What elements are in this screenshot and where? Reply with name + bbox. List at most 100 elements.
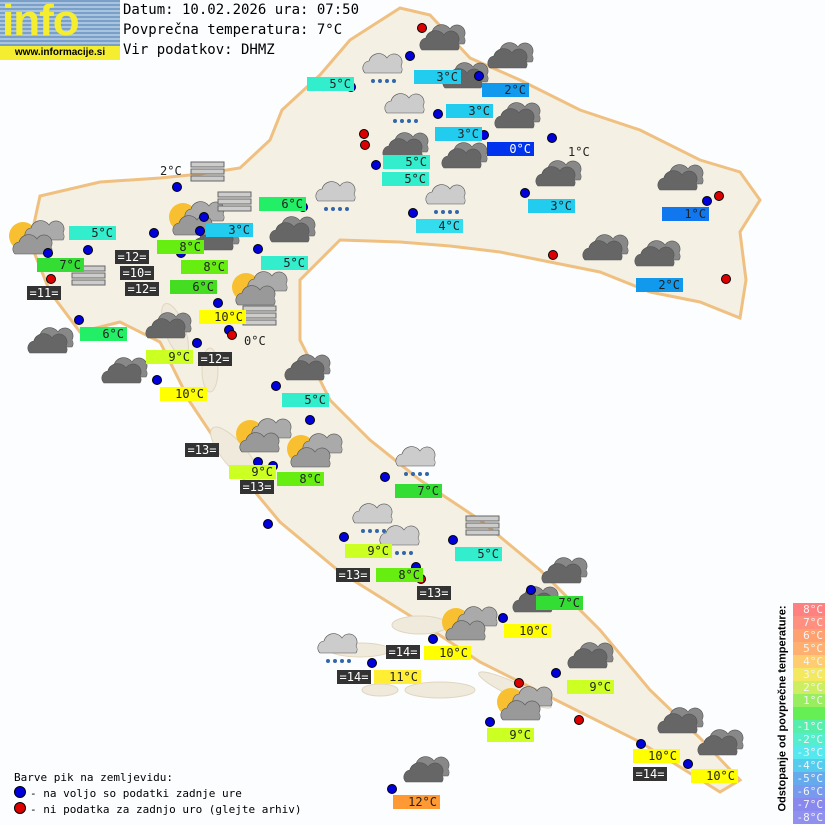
- legend-missing-text: - ni podatka za zadnjo uro (glejte arhiv…: [30, 803, 302, 816]
- scale-step: 4°C: [793, 655, 825, 668]
- temperature-label: 10°C: [160, 387, 207, 401]
- temperature-label: 9°C: [487, 728, 534, 742]
- temperature-label: 7°C: [37, 258, 84, 272]
- scale-step: 8°C: [793, 603, 825, 616]
- station-dot-available[interactable]: [702, 196, 712, 206]
- sea-temperature-label: =12=: [198, 352, 232, 366]
- temperature-label: 6°C: [80, 327, 127, 341]
- station-dot-available[interactable]: [428, 634, 438, 644]
- station-dot-available[interactable]: [263, 519, 273, 529]
- station-dot-available[interactable]: [149, 228, 159, 238]
- data-source: Vir podatkov: DHMZ: [123, 42, 275, 58]
- site-logo[interactable]: info www.informacije.si: [0, 0, 120, 60]
- temperature-label: 12°C: [393, 795, 440, 809]
- station-dot-available[interactable]: [408, 208, 418, 218]
- station-dot-missing[interactable]: [721, 274, 731, 284]
- scale-step: 2°C: [793, 681, 825, 694]
- temperature-label: 11°C: [374, 670, 421, 684]
- red-dot-icon: [14, 802, 26, 814]
- temperature-label: 3°C: [446, 104, 493, 118]
- station-dot-available[interactable]: [74, 315, 84, 325]
- overcast-icon: [535, 160, 582, 187]
- station-dot-available[interactable]: [405, 51, 415, 61]
- station-dot-missing[interactable]: [360, 140, 370, 150]
- station-dot-available[interactable]: [271, 381, 281, 391]
- overcast-icon: [269, 216, 316, 243]
- fog-icon: [242, 305, 277, 326]
- station-dot-missing[interactable]: [417, 23, 427, 33]
- scale-title: Odstopanje od povprečne temperature:: [776, 605, 789, 812]
- station-dot-available[interactable]: [474, 71, 484, 81]
- temperature-label: 10°C: [691, 769, 738, 783]
- station-dot-available[interactable]: [547, 133, 557, 143]
- overcast-icon: [634, 240, 681, 267]
- station-dot-available[interactable]: [526, 585, 536, 595]
- station-dot-missing[interactable]: [714, 191, 724, 201]
- station-dot-available[interactable]: [387, 784, 397, 794]
- scale-step: -6°C: [793, 785, 825, 798]
- temperature-label: 4°C: [416, 219, 463, 233]
- temperature-label: 0°C: [487, 142, 534, 156]
- temperature-label: 2°C: [636, 278, 683, 292]
- deviation-scale: 8°C 7°C 6°C 5°C 4°C 3°C 2°C 1°C -1°C -2°C -3°C -4°C…: [793, 603, 825, 824]
- station-dot-available[interactable]: [498, 613, 508, 623]
- station-dot-available[interactable]: [551, 668, 561, 678]
- date-line: Datum: 10.02.2026 ura: 07:50: [123, 2, 360, 18]
- station-dot-available[interactable]: [380, 472, 390, 482]
- station-dot-available[interactable]: [339, 532, 349, 542]
- partly-sunny-icon: [236, 418, 292, 453]
- station-dot-missing[interactable]: [46, 274, 56, 284]
- station-dot-available[interactable]: [152, 375, 162, 385]
- site-url[interactable]: www.informacije.si: [0, 46, 120, 60]
- station-dot-available[interactable]: [367, 658, 377, 668]
- overcast-icon: [697, 729, 744, 756]
- station-dot-available[interactable]: [192, 338, 202, 348]
- temperature-label: 2°C: [482, 83, 529, 97]
- fog-icon: [190, 161, 225, 182]
- overcast-icon: [487, 42, 534, 69]
- station-dot-available[interactable]: [195, 226, 205, 236]
- station-dot-available[interactable]: [448, 535, 458, 545]
- station-dot-missing[interactable]: [514, 678, 524, 688]
- overcast-icon: [657, 707, 704, 734]
- sea-temperature-label: =12=: [125, 282, 159, 296]
- overcast-icon: [494, 102, 541, 129]
- rain-icon: [425, 184, 466, 214]
- station-dot-available[interactable]: [371, 160, 381, 170]
- temperature-plain: 2°C: [160, 164, 182, 178]
- station-dot-available[interactable]: [253, 244, 263, 254]
- station-dot-available[interactable]: [172, 182, 182, 192]
- station-dot-missing[interactable]: [359, 129, 369, 139]
- station-dot-missing[interactable]: [574, 715, 584, 725]
- temperature-label: 3°C: [435, 127, 482, 141]
- sea-temperature-label: =10=: [120, 266, 154, 280]
- logo-text: info: [2, 0, 80, 45]
- station-dot-missing[interactable]: [548, 250, 558, 260]
- station-dot-missing[interactable]: [227, 330, 237, 340]
- overcast-icon: [284, 354, 331, 381]
- station-dot-available[interactable]: [305, 415, 315, 425]
- scale-step: -5°C: [793, 772, 825, 785]
- station-dot-available[interactable]: [683, 759, 693, 769]
- scale-step: 7°C: [793, 616, 825, 629]
- station-dot-available[interactable]: [213, 298, 223, 308]
- station-dot-available[interactable]: [199, 212, 209, 222]
- overcast-icon: [567, 642, 614, 669]
- partly-sunny-icon: [232, 271, 288, 306]
- station-dot-available[interactable]: [485, 717, 495, 727]
- station-dot-available[interactable]: [43, 248, 53, 258]
- partly-sunny-icon: [9, 220, 65, 255]
- scale-step: [793, 707, 825, 720]
- overcast-icon: [582, 234, 629, 261]
- station-dot-available[interactable]: [520, 188, 530, 198]
- blue-dot-icon: [14, 786, 26, 798]
- sea-temperature-label: =13=: [240, 480, 274, 494]
- temperature-label: 5°C: [307, 77, 354, 91]
- station-dot-available[interactable]: [83, 245, 93, 255]
- temperature-plain: 1°C: [568, 145, 590, 159]
- temperature-label: 7°C: [536, 596, 583, 610]
- temperature-label: 10°C: [424, 646, 471, 660]
- station-dot-available[interactable]: [636, 739, 646, 749]
- station-dot-available[interactable]: [433, 109, 443, 119]
